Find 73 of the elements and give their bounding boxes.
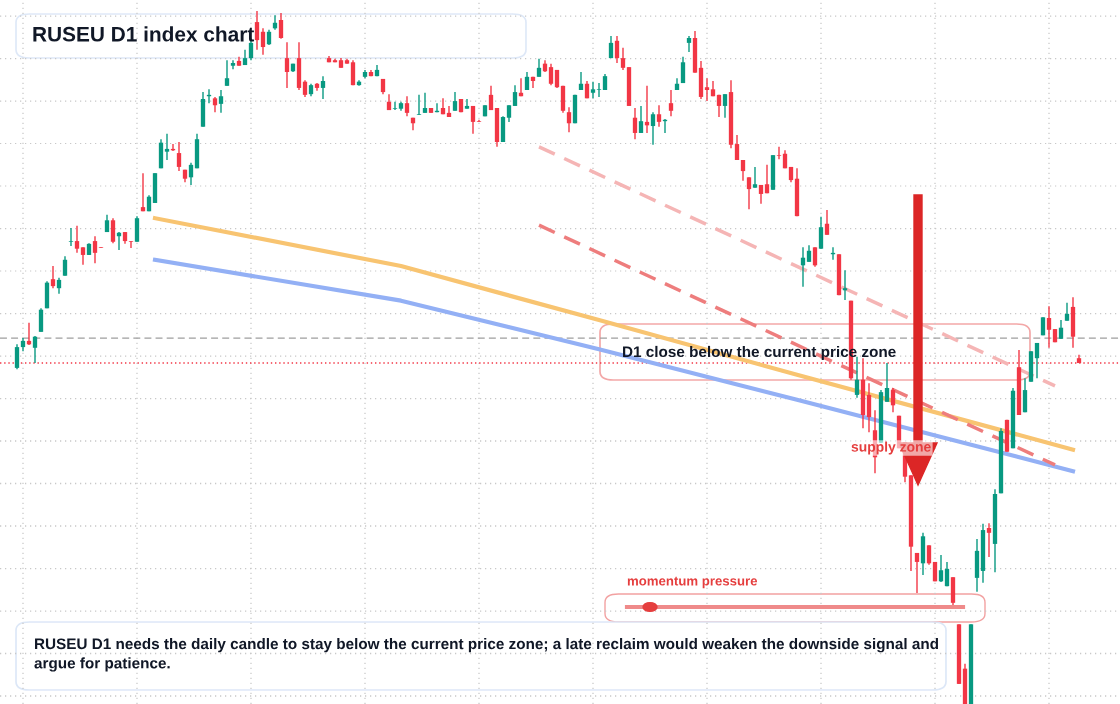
candlestick [722,93,728,119]
candlestick [278,12,284,40]
candlestick [866,382,872,434]
candlestick [776,146,782,160]
candlestick [416,94,422,116]
candlestick [764,164,770,194]
candlestick [596,82,602,98]
candlestick [944,561,950,587]
candlestick [656,104,662,128]
candlestick [752,166,758,189]
candlestick [734,134,740,161]
text: RUSEU D1 index chart [33,26,255,42]
candlestick [512,84,518,107]
candlestick [590,80,596,100]
candlestick [320,75,326,100]
candlestick [620,47,626,71]
candlestick [686,35,692,53]
candlestick [890,387,896,413]
candlestick [632,107,638,140]
annotation: momentum pressure [627,576,758,589]
candlestick [392,101,398,111]
candlestick [668,89,674,118]
candlestick [926,544,932,566]
candlestick [884,362,890,403]
candlestick [74,225,80,254]
candlestick [650,111,656,146]
candlestick [1022,377,1028,413]
candlestick [230,59,236,70]
candlestick [614,35,620,64]
candlestick [14,343,20,370]
candlestick [164,132,170,161]
candlestick [284,41,290,89]
candlestick [536,58,542,78]
candlestick [638,105,644,134]
candlestick [50,265,56,289]
candlestick [260,27,266,56]
candlestick [488,85,494,111]
candlestick [818,216,824,250]
candlestick [452,91,458,112]
candlestick [254,10,260,51]
candlestick [1064,302,1070,322]
candlestick [92,235,98,264]
annotation: supply zone [851,441,931,455]
candlestick [38,307,44,333]
annotation: RUSEU D1 needs the daily candle to stay below the current price zone; a late reclaim would weaken the downside signal and argue for patience. [34,638,939,672]
candlestick [680,56,686,84]
candlestick [218,89,224,114]
candlestick [32,335,38,364]
candlestick [824,209,830,236]
candlestick [812,246,818,268]
candlestick [128,240,134,249]
candlestick [938,554,944,583]
candlestick [1046,305,1052,349]
candlestick [404,95,410,118]
candlestick [548,62,554,86]
candlestick [134,215,140,243]
candlestick [110,217,116,244]
candlestick [62,255,68,277]
candlestick [746,176,752,210]
candlestick [470,105,476,135]
candlestick [350,59,356,86]
candlestick [704,77,710,102]
candlestick [1034,342,1040,379]
candlestick [464,98,470,110]
candlestick [566,106,572,133]
candlestick [422,92,428,114]
candlestick [68,227,74,247]
candlestick [986,522,992,558]
candlestick [914,552,920,594]
candlestick [740,159,746,182]
candlestick [176,141,182,172]
candlestick [224,59,230,87]
candlestick [1058,319,1064,340]
